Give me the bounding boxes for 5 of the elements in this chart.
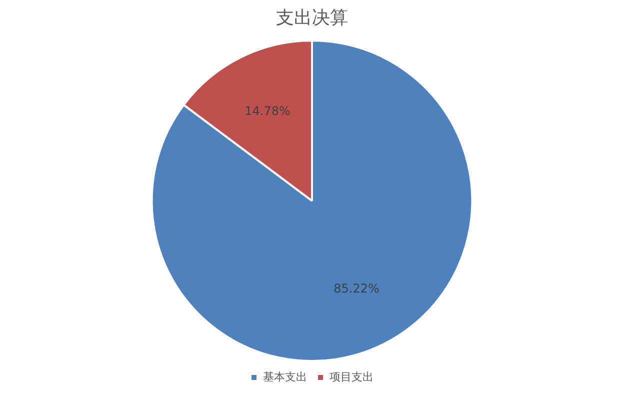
chart-title: 支出决算 [276,7,348,28]
legend-label: 基本支出 [263,370,307,384]
data-label: 14.78% [244,104,290,118]
legend-label: 项目支出 [330,370,374,384]
data-label: 85.22% [334,282,380,296]
